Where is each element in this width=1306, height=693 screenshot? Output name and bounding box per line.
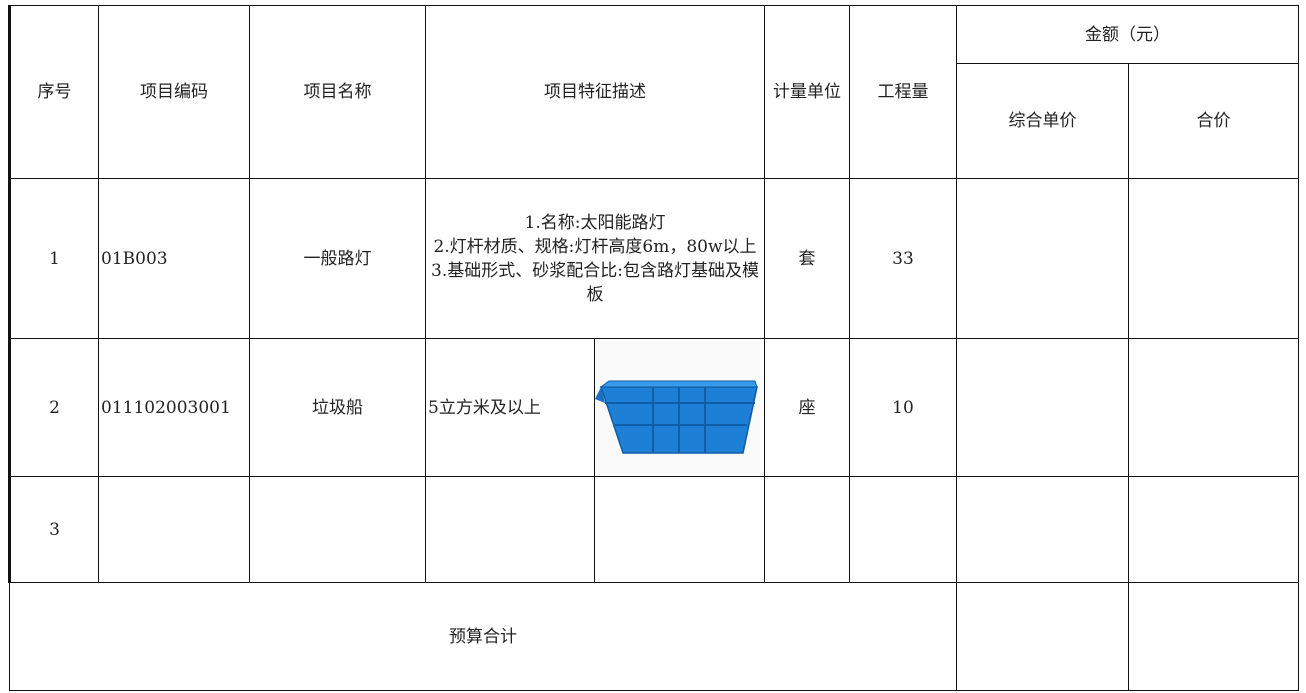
cell	[1128, 178, 1299, 339]
cell	[849, 476, 957, 583]
header-cell: 金额（元）	[956, 5, 1299, 64]
cell: 10	[849, 338, 957, 477]
cell: 垃圾船	[249, 338, 426, 477]
header-cell: 序号	[8, 5, 99, 179]
text: 3.基础形式、砂浆配合比:包含路灯基础及模板	[431, 260, 759, 305]
cell: 011102003001	[98, 338, 250, 477]
image-cell	[594, 338, 765, 477]
cell	[594, 476, 765, 583]
cell	[1128, 582, 1299, 691]
cell: 5立方米及以上	[425, 338, 595, 477]
text: 1.名称:太阳能路灯	[524, 212, 666, 233]
cell: 座	[764, 338, 850, 477]
cell: 2	[8, 338, 99, 477]
header-cell: 项目特征描述	[425, 5, 765, 179]
budget-table: 序号 项目编码 项目名称 项目特征描述 计量单位 工程量 金额（元） 综合单价 …	[8, 5, 1299, 691]
cell	[956, 338, 1129, 477]
cell	[1128, 476, 1299, 583]
header-cell: 工程量	[849, 5, 957, 179]
cell: 3	[8, 476, 99, 583]
cell	[956, 178, 1129, 339]
skip-image	[595, 340, 761, 475]
header-cell: 项目编码	[98, 5, 250, 179]
total-label: 预算合计	[9, 582, 957, 691]
cell	[956, 582, 1129, 691]
cell	[98, 476, 250, 583]
cell: 套	[764, 178, 850, 339]
cell	[1128, 338, 1299, 477]
cell: 01B003	[98, 178, 250, 339]
cell: 1	[8, 178, 99, 339]
cell: 1.名称:太阳能路灯 2.灯杆材质、规格:灯杆高度6m，80w以上 3.基础形式…	[425, 178, 765, 339]
header-cell: 计量单位	[764, 5, 850, 179]
header-cell: 综合单价	[956, 63, 1129, 179]
cell	[249, 476, 426, 583]
header-cell: 项目名称	[249, 5, 426, 179]
text: 2.灯杆材质、规格:灯杆高度6m，80w以上	[433, 236, 757, 257]
cell	[764, 476, 850, 583]
cell	[956, 476, 1129, 583]
header-cell: 合价	[1128, 63, 1299, 179]
cell	[425, 476, 595, 583]
cell: 一般路灯	[249, 178, 426, 339]
cell: 33	[849, 178, 957, 339]
